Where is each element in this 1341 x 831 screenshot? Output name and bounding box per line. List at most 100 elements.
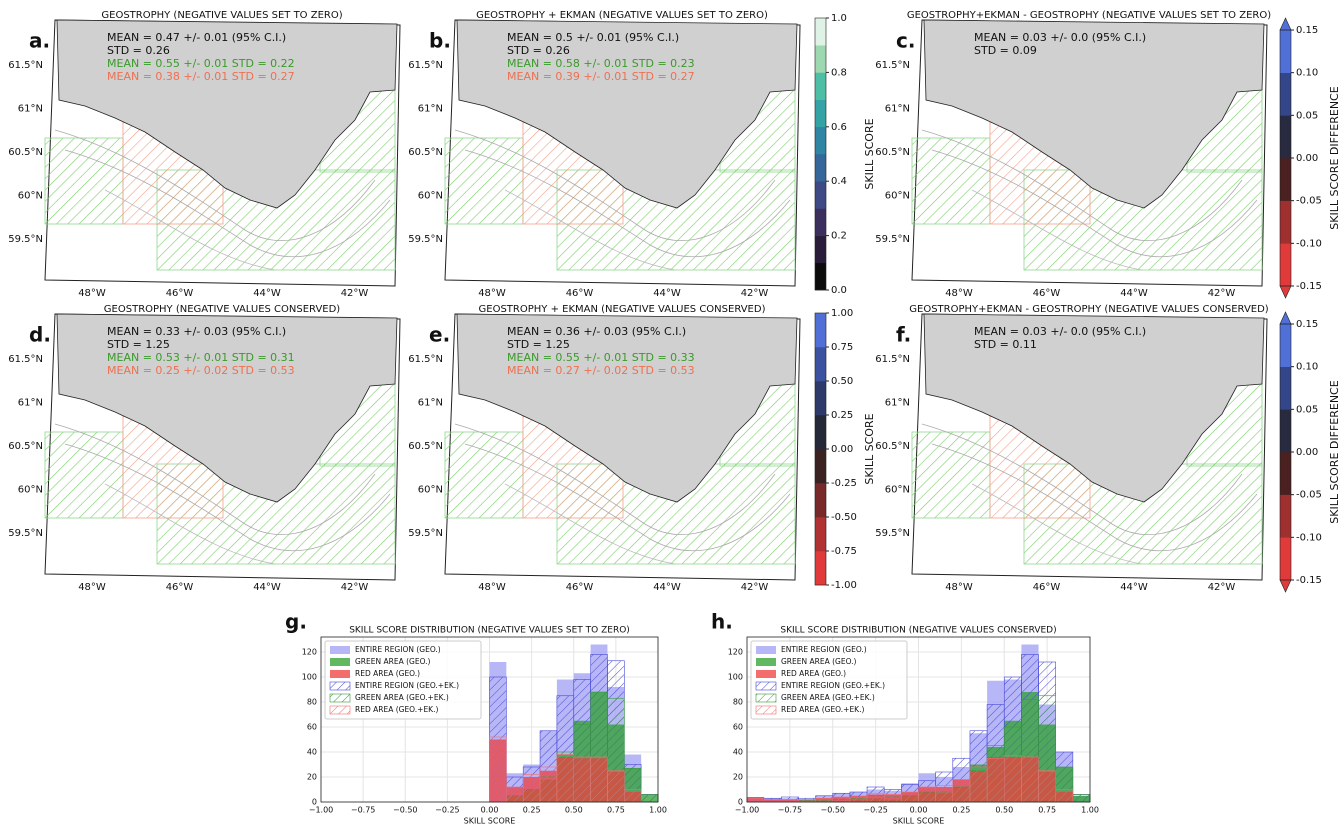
colorbar-frame (814, 17, 827, 291)
histogram-bar (573, 756, 591, 803)
stats-line: STD = 0.09 (974, 44, 1037, 57)
legend-swatch (329, 681, 351, 691)
histogram-bar (866, 792, 885, 803)
x-tick-label: −0.25 (863, 806, 888, 815)
colorbar-tick-label: 1.0 (831, 13, 847, 24)
lat-label: 61.5°N (875, 60, 910, 71)
lon-label: 44°W (1120, 582, 1148, 593)
x-tick-label: 0.00 (481, 806, 499, 815)
colorbar-segment (815, 99, 826, 128)
y-tick-label: 80 (733, 698, 743, 707)
colorbar-segment (1280, 366, 1291, 410)
x-tick-label: 0.25 (523, 806, 541, 815)
lon-label: 44°W (253, 582, 281, 593)
lat-label: 60°N (18, 485, 43, 496)
histogram-bar (832, 796, 851, 803)
x-tick-label: 0.25 (952, 806, 970, 815)
stats-line: MEAN = 0.55 +/- 0.01 STD = 0.22 (107, 57, 295, 70)
y-tick-label: 20 (733, 773, 743, 782)
colorbar-tick-label: -0.05 (1296, 196, 1322, 207)
colorbar-segment (815, 313, 826, 348)
lon-label: 46°W (1033, 582, 1061, 593)
lat-label: 61°N (418, 104, 443, 115)
lon-label: 42°W (741, 288, 769, 299)
colorbar-tick-label: -0.75 (831, 546, 857, 557)
stats-line: STD = 1.25 (507, 338, 570, 351)
lon-label: 44°W (653, 582, 681, 593)
histogram-bar (607, 770, 625, 803)
x-tick-label: −0.50 (820, 806, 845, 815)
panel-letter: d. (29, 323, 51, 347)
colorbar-segment (1280, 243, 1291, 287)
lat-label: 60.5°N (408, 441, 443, 452)
histogram-bar (522, 774, 541, 803)
lat-label: 59.5°N (408, 234, 443, 245)
legend-label: GREEN AREA (GEO.) (355, 657, 431, 666)
lon-label: 44°W (653, 288, 681, 299)
chart-title: SKILL SCORE DISTRIBUTION (NEGATIVE VALUE… (349, 626, 630, 636)
colorbar-tick-label: 0.15 (1296, 25, 1318, 36)
lat-label: 61.5°N (875, 354, 910, 365)
x-tick-label: −0.75 (778, 806, 803, 815)
colorbar-segment (1280, 200, 1291, 244)
histogram-bar (746, 797, 765, 803)
colorbar-tick-label: 0.2 (831, 231, 847, 242)
panel-letter: b. (429, 29, 451, 53)
legend-box (324, 640, 482, 720)
x-tick-label: 0.50 (995, 806, 1013, 815)
colorbar-segment (815, 262, 826, 291)
legend-label: RED AREA (GEO.) (781, 669, 846, 678)
y-tick-label: 80 (307, 698, 317, 707)
lat-label: 61°N (885, 104, 910, 115)
y-tick-label: 40 (733, 748, 743, 757)
lat-label: 59.5°N (875, 528, 910, 539)
panel-letter: g. (285, 610, 307, 634)
stats-line: MEAN = 0.58 +/- 0.01 STD = 0.23 (507, 57, 695, 70)
lat-label: 61.5°N (408, 60, 443, 71)
x-tick-label: 0.00 (910, 806, 928, 815)
histogram-bar (935, 785, 954, 803)
map-title: GEOSTROPHY + EKMAN (NEGATIVE VALUES CONS… (479, 304, 766, 315)
colorbar-segment (1280, 158, 1291, 201)
stats-line: MEAN = 0.36 +/- 0.03 (95% C.I.) (507, 325, 686, 338)
x-tick-label: −1.00 (309, 806, 334, 815)
histogram-bar (1072, 794, 1091, 803)
histogram-bar (952, 779, 971, 803)
legend-label: ENTIRE REGION (GEO.) (781, 645, 867, 654)
colorbar-extend (1279, 285, 1292, 299)
lon-label: 46°W (1033, 288, 1061, 299)
axes-frame (320, 636, 659, 803)
histogram-bar (556, 754, 575, 803)
y-tick-label: 100 (302, 673, 317, 682)
colorbar-tick-label: 0.0 (831, 285, 847, 296)
y-tick-label: 0 (738, 798, 743, 807)
stats-line: MEAN = 0.25 +/- 0.02 STD = 0.53 (107, 364, 295, 377)
stats-line: MEAN = 0.55 +/- 0.01 STD = 0.33 (507, 351, 695, 364)
stats-line: STD = 0.11 (974, 338, 1037, 351)
x-axis-label: SKILL SCORE (893, 817, 945, 826)
x-tick-label: −0.25 (435, 806, 460, 815)
legend-label: ENTIRE REGION (GEO.) (355, 645, 441, 654)
colorbar-segment (815, 72, 826, 100)
legend-swatch (756, 646, 776, 654)
stats-line: MEAN = 0.03 +/- 0.0 (95% C.I.) (974, 31, 1146, 44)
x-tick-label: −0.50 (393, 806, 418, 815)
colorbar-label: SKILL SCORE (863, 413, 876, 484)
y-tick-label: 60 (733, 723, 743, 732)
stats-line: MEAN = 0.03 +/- 0.0 (95% C.I.) (974, 325, 1146, 338)
colorbar-tick-label: -0.10 (1296, 532, 1322, 543)
colorbar-segment (1280, 72, 1291, 116)
stats-line: STD = 0.26 (507, 44, 570, 57)
stats-line: MEAN = 0.53 +/- 0.01 STD = 0.31 (107, 351, 295, 364)
lon-label: 46°W (166, 582, 194, 593)
legend-swatch (755, 693, 777, 703)
x-tick-label: 1.00 (1081, 806, 1099, 815)
colorbar-label: SKILL SCORE DIFFERENCE (1328, 380, 1341, 523)
colorbar-tick-label: 0.4 (831, 176, 847, 187)
colorbar-segment (815, 208, 826, 236)
legend-swatch (329, 705, 351, 715)
legend-label: RED AREA (GEO.) (355, 669, 420, 678)
map-title: GEOSTROPHY (NEGATIVE VALUES SET TO ZERO) (101, 10, 342, 21)
lat-label: 60°N (18, 191, 43, 202)
histogram-bar (539, 766, 558, 803)
